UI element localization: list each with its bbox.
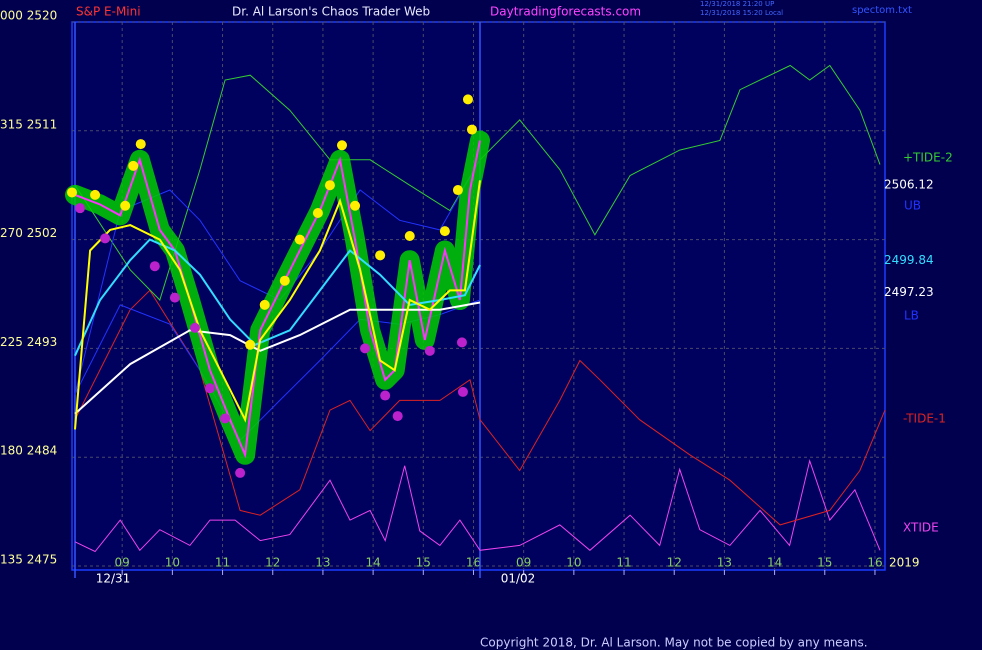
y-tick-label: 135 2475 [0,553,57,567]
y-tick-label: 315 2511 [0,117,57,131]
high-dot [462,94,473,105]
x-tick-label: 15 [416,556,431,570]
series-line [74,289,886,526]
chart-title: Dr. Al Larson's Chaos Trader Web [232,5,430,19]
y-tick-label: 180 2484 [0,444,57,458]
series-line [74,180,481,430]
high-dot [452,185,463,196]
x-tick-label: 11 [215,556,230,570]
low-dot [360,343,371,354]
high-dot [404,230,415,241]
high-dot [294,234,305,245]
low-dot [100,233,111,244]
date-label: 01/02 [501,572,536,586]
low-dot [149,261,160,272]
x-tick-label: 10 [566,556,581,570]
price-level: 2506.12 [884,177,934,191]
x-tick-label: 10 [165,556,180,570]
series-label: LB [904,309,919,323]
x-tick-label: 14 [767,556,782,570]
x-tick-label: 12 [667,556,682,570]
x-tick-label: 16 [867,556,882,570]
low-dot [457,386,468,397]
low-dot [169,292,180,303]
high-dot [312,208,323,219]
x-tick-label: 09 [115,556,130,570]
low-dot [424,345,435,356]
timestamp: 12/31/2018 15:20 Local [700,9,783,17]
date-label: 12/31 [96,572,131,586]
low-dot [75,203,86,214]
series-line [74,64,881,301]
x-tick-label: 11 [616,556,631,570]
series-label: XTIDE [903,521,939,535]
y-tick-label: 270 2502 [0,226,57,240]
high-dot [375,250,386,261]
series-label: +TIDE-2 [903,151,953,165]
y-tick-label: 000 2520 [0,9,57,23]
series-label: UB [904,199,921,213]
x-tick-label: 09 [516,556,531,570]
x-tick-label: 13 [315,556,330,570]
high-dot [135,139,146,150]
file-name: spectom.txt [852,5,912,16]
low-dot [205,383,216,394]
high-dot [128,160,139,171]
high-dot [90,189,101,200]
series-label: -TIDE-1 [903,412,946,426]
timestamp: 12/31/2018 21:20 UP [700,0,774,8]
high-dot [67,187,77,198]
plot-area [71,21,886,571]
low-dot [220,413,231,424]
series-line [74,140,481,459]
high-dot [324,180,335,191]
high-dot [120,200,131,211]
x-tick-label: 13 [717,556,732,570]
high-dot [245,339,256,350]
copyright: Copyright 2018, Dr. Al Larson. May not b… [480,636,868,650]
high-dot [466,124,477,135]
price-level: 2497.23 [884,285,934,299]
chart-subtitle: S&P E-Mini [76,5,141,19]
series-line [74,458,881,553]
x-tick-label: 16 [466,556,481,570]
x-tick-label: 12 [265,556,280,570]
series-line [74,301,481,415]
series-line [74,238,481,357]
low-dot [235,467,246,478]
high-dot [439,226,450,237]
high-dot [279,275,290,286]
low-dot [189,322,200,333]
y-tick-label: 225 2493 [0,335,57,349]
low-dot [456,337,467,348]
high-dot [350,200,361,211]
x-tick-label: 15 [817,556,832,570]
year-label: 2019 [889,556,920,570]
low-dot [380,390,391,401]
low-dot [392,411,403,422]
x-tick-label: 14 [365,556,380,570]
high-dot [259,299,270,310]
price-level: 2499.84 [884,253,934,267]
website: Daytradingforecasts.com [490,5,641,19]
high-dot [336,140,347,151]
